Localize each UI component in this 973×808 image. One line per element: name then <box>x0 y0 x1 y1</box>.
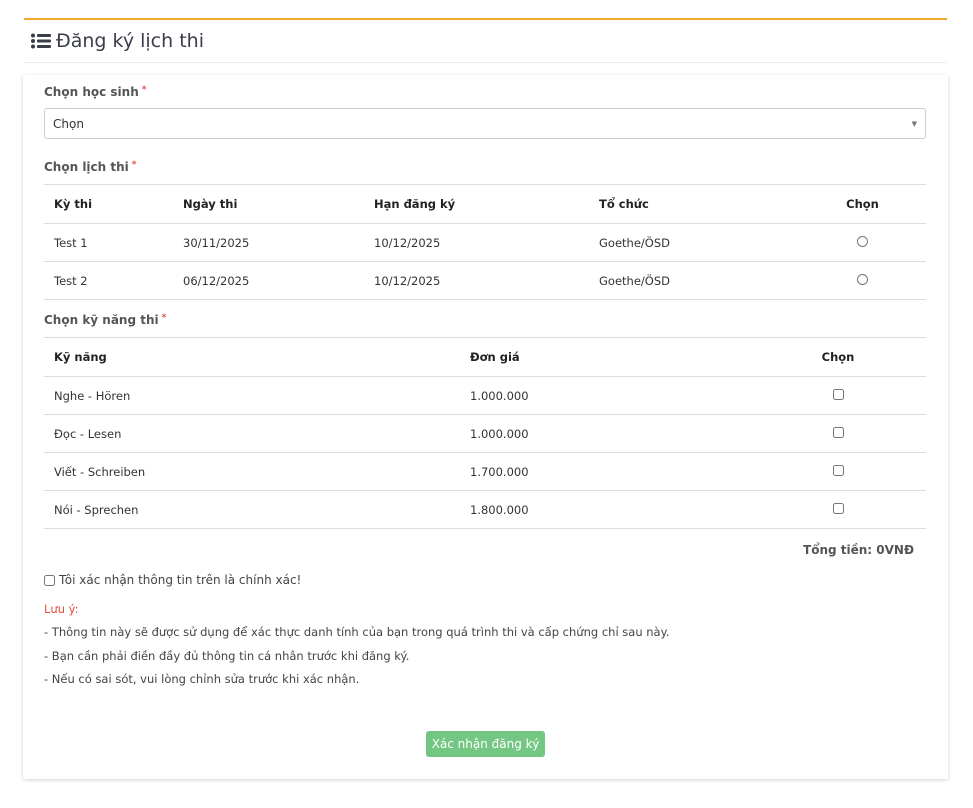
exam-deadline: 10/12/2025 <box>364 223 589 262</box>
note-line: - Nếu có sai sót, vui lòng chỉnh sửa trư… <box>44 672 360 686</box>
exam-organizer: Goethe/ÖSD <box>589 261 799 300</box>
schedule-label: Chọn lịch thi * <box>44 160 137 174</box>
table-row: Test 1 30/11/2025 10/12/2025 Goethe/ÖSD <box>44 223 926 262</box>
col-organizer: Tổ chức <box>589 184 799 224</box>
col-date: Ngày thi <box>173 184 364 224</box>
submit-button[interactable]: Xác nhận đăng ký <box>426 731 545 757</box>
student-select-value: Chọn <box>53 116 84 131</box>
skill-checkbox[interactable] <box>832 464 844 476</box>
skill-price: 1.800.000 <box>460 490 750 529</box>
table-row: Nói - Sprechen 1.800.000 <box>44 490 926 529</box>
exam-organizer: Goethe/ÖSD <box>589 223 799 262</box>
skill-name: Đọc - Lesen <box>44 414 460 453</box>
skills-label: Chọn kỹ năng thi * <box>44 313 167 327</box>
exam-date: 30/11/2025 <box>173 223 364 262</box>
chevron-down-icon: ▼ <box>911 119 917 128</box>
table-row: Viết - Schreiben 1.700.000 <box>44 452 926 491</box>
skill-checkbox[interactable] <box>832 388 844 400</box>
exam-name: Test 2 <box>44 261 173 300</box>
skill-checkbox[interactable] <box>832 426 844 438</box>
schedule-table: Kỳ thi Ngày thi Hạn đăng ký Tổ chức Chọn… <box>44 184 926 300</box>
col-select: Chọn <box>799 184 926 224</box>
header-accent-line <box>24 18 947 20</box>
col-deadline: Hạn đăng ký <box>364 184 589 224</box>
table-header: Kỳ thi Ngày thi Hạn đăng ký Tổ chức Chọn <box>44 184 926 224</box>
list-icon <box>31 33 51 49</box>
exam-name: Test 1 <box>44 223 173 262</box>
note-title: Lưu ý: <box>44 602 79 616</box>
note-line: - Thông tin này sẽ được sử dụng để xác t… <box>44 625 670 639</box>
confirm-label: Tôi xác nhận thông tin trên là chính xác… <box>59 573 302 587</box>
table-row: Test 2 06/12/2025 10/12/2025 Goethe/ÖSD <box>44 261 926 300</box>
skill-name: Nghe - Hören <box>44 376 460 415</box>
schedule-radio[interactable] <box>857 235 868 247</box>
skill-price: 1.000.000 <box>460 376 750 415</box>
confirm-checkbox[interactable] <box>44 574 55 586</box>
page-title: Đăng ký lịch thi <box>56 30 204 52</box>
col-select: Chọn <box>750 337 926 377</box>
skill-price: 1.000.000 <box>460 414 750 453</box>
skill-checkbox[interactable] <box>832 502 844 514</box>
student-select[interactable]: Chọn ▼ <box>44 108 926 139</box>
skill-price: 1.700.000 <box>460 452 750 491</box>
skill-name: Nói - Sprechen <box>44 490 460 529</box>
exam-date: 06/12/2025 <box>173 261 364 300</box>
registration-form: Chọn học sinh * Chọn ▼ Chọn lịch thi * Kỳ t… <box>23 75 948 779</box>
student-label: Chọn học sinh * <box>44 85 147 99</box>
table-row: Đọc - Lesen 1.000.000 <box>44 414 926 453</box>
schedule-radio[interactable] <box>857 273 868 285</box>
col-price: Đơn giá <box>460 337 750 377</box>
total-amount: Tổng tiền: 0VNĐ <box>803 543 914 557</box>
confirm-checkbox-row[interactable]: Tôi xác nhận thông tin trên là chính xác… <box>44 573 301 587</box>
exam-deadline: 10/12/2025 <box>364 261 589 300</box>
page-header: Đăng ký lịch thi <box>24 20 947 63</box>
skills-table: Kỹ năng Đơn giá Chọn Nghe - Hören 1.000.0… <box>44 337 926 529</box>
col-skill: Kỹ năng <box>44 337 460 377</box>
skill-name: Viết - Schreiben <box>44 452 460 491</box>
table-row: Nghe - Hören 1.000.000 <box>44 376 926 415</box>
table-header: Kỹ năng Đơn giá Chọn <box>44 337 926 377</box>
note-line: - Bạn cần phải điền đầy đủ thông tin cá … <box>44 649 410 663</box>
col-exam: Kỳ thi <box>44 184 173 224</box>
